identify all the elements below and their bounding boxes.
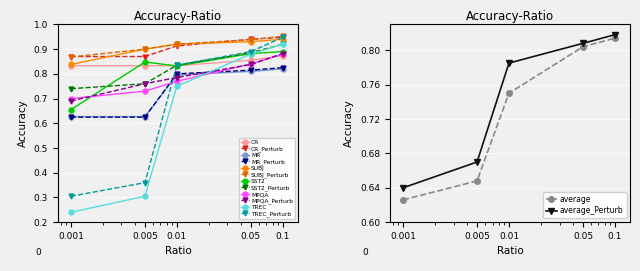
SST2 — [247, 52, 255, 55]
average_Perturb — [611, 33, 619, 36]
SST2_Perturb — [247, 51, 255, 54]
average — [473, 179, 481, 183]
TREC_Perturb — [173, 64, 180, 67]
CR_Perturb — [247, 38, 255, 41]
SUBJ — [67, 63, 75, 66]
SUBJ — [173, 43, 180, 46]
Line: TREC_Perturb: TREC_Perturb — [68, 35, 285, 199]
SST2 — [173, 64, 180, 67]
CR — [279, 54, 287, 57]
MPQA — [141, 89, 148, 93]
MR — [279, 67, 287, 70]
Line: TREC: TREC — [68, 42, 285, 215]
X-axis label: Ratio: Ratio — [497, 247, 524, 256]
TREC_Perturb — [141, 181, 148, 184]
Legend: average, average_Perturb: average, average_Perturb — [543, 192, 627, 218]
Title: Accuracy-Ratio: Accuracy-Ratio — [466, 10, 554, 23]
Line: MR: MR — [68, 66, 285, 119]
SST2_Perturb — [279, 43, 287, 46]
MPQA — [279, 53, 287, 56]
SUBJ — [141, 47, 148, 51]
SST2 — [67, 108, 75, 111]
MR — [247, 70, 255, 73]
MR_Perturb — [141, 115, 148, 119]
MPQA_Perturb — [173, 76, 180, 79]
CR — [247, 59, 255, 62]
MR_Perturb — [247, 69, 255, 72]
TREC_Perturb — [67, 195, 75, 198]
average — [611, 37, 619, 40]
average — [505, 92, 513, 95]
Text: 0: 0 — [362, 248, 368, 257]
MPQA_Perturb — [67, 99, 75, 103]
Line: SUBJ_Perturb: SUBJ_Perturb — [68, 34, 285, 59]
average — [399, 198, 407, 201]
Line: average: average — [400, 36, 618, 203]
TREC — [67, 211, 75, 214]
CR_Perturb — [67, 55, 75, 58]
Line: MPQA: MPQA — [68, 52, 285, 101]
MPQA_Perturb — [279, 52, 287, 55]
MR_Perturb — [67, 115, 75, 119]
MR_Perturb — [279, 66, 287, 69]
TREC — [247, 53, 255, 56]
CR — [67, 64, 75, 67]
SST2 — [141, 60, 148, 64]
TREC — [141, 195, 148, 198]
SUBJ_Perturb — [247, 38, 255, 41]
MR — [141, 115, 148, 118]
average_Perturb — [505, 62, 513, 65]
MPQA — [67, 97, 75, 100]
TREC_Perturb — [279, 36, 287, 39]
CR_Perturb — [141, 55, 148, 58]
SST2 — [279, 50, 287, 53]
average — [579, 45, 587, 49]
Legend: CR, CR_Perturb, MR, MR_Perturb, SUBJ, SUBJ_Perturb, SST2, SST2_Perturb, MPQA, MP: CR, CR_Perturb, MR, MR_Perturb, SUBJ, SU… — [239, 138, 295, 219]
average_Perturb — [399, 186, 407, 189]
Line: MPQA_Perturb: MPQA_Perturb — [68, 51, 285, 104]
TREC_Perturb — [247, 50, 255, 53]
Y-axis label: Accuracy: Accuracy — [18, 99, 28, 147]
average_Perturb — [579, 42, 587, 45]
TREC — [279, 43, 287, 46]
CR — [173, 64, 180, 67]
SST2_Perturb — [67, 87, 75, 90]
MPQA_Perturb — [141, 82, 148, 85]
SUBJ — [247, 40, 255, 43]
SUBJ_Perturb — [173, 43, 180, 46]
Y-axis label: Accuracy: Accuracy — [344, 99, 355, 147]
CR — [141, 64, 148, 67]
TREC — [173, 85, 180, 88]
Text: 0: 0 — [35, 248, 41, 257]
Line: MR_Perturb: MR_Perturb — [68, 65, 285, 120]
SUBJ_Perturb — [141, 47, 148, 51]
MPQA_Perturb — [247, 63, 255, 66]
Line: average_Perturb: average_Perturb — [400, 32, 618, 191]
SUBJ — [279, 38, 287, 41]
average_Perturb — [473, 160, 481, 164]
MPQA — [173, 80, 180, 83]
Title: Accuracy-Ratio: Accuracy-Ratio — [134, 10, 222, 23]
MPQA — [247, 62, 255, 66]
SST2_Perturb — [173, 64, 180, 67]
MR_Perturb — [173, 72, 180, 75]
SUBJ_Perturb — [67, 55, 75, 59]
X-axis label: Ratio: Ratio — [164, 247, 191, 256]
SST2_Perturb — [141, 82, 148, 85]
Line: SST2: SST2 — [68, 49, 285, 112]
CR_Perturb — [279, 36, 287, 39]
Line: CR_Perturb: CR_Perturb — [68, 35, 285, 59]
Line: CR: CR — [68, 53, 285, 68]
CR_Perturb — [173, 44, 180, 47]
SUBJ_Perturb — [279, 35, 287, 38]
Line: SUBJ: SUBJ — [68, 37, 285, 67]
MR — [173, 73, 180, 77]
MR — [67, 115, 75, 118]
Line: SST2_Perturb: SST2_Perturb — [68, 42, 285, 91]
